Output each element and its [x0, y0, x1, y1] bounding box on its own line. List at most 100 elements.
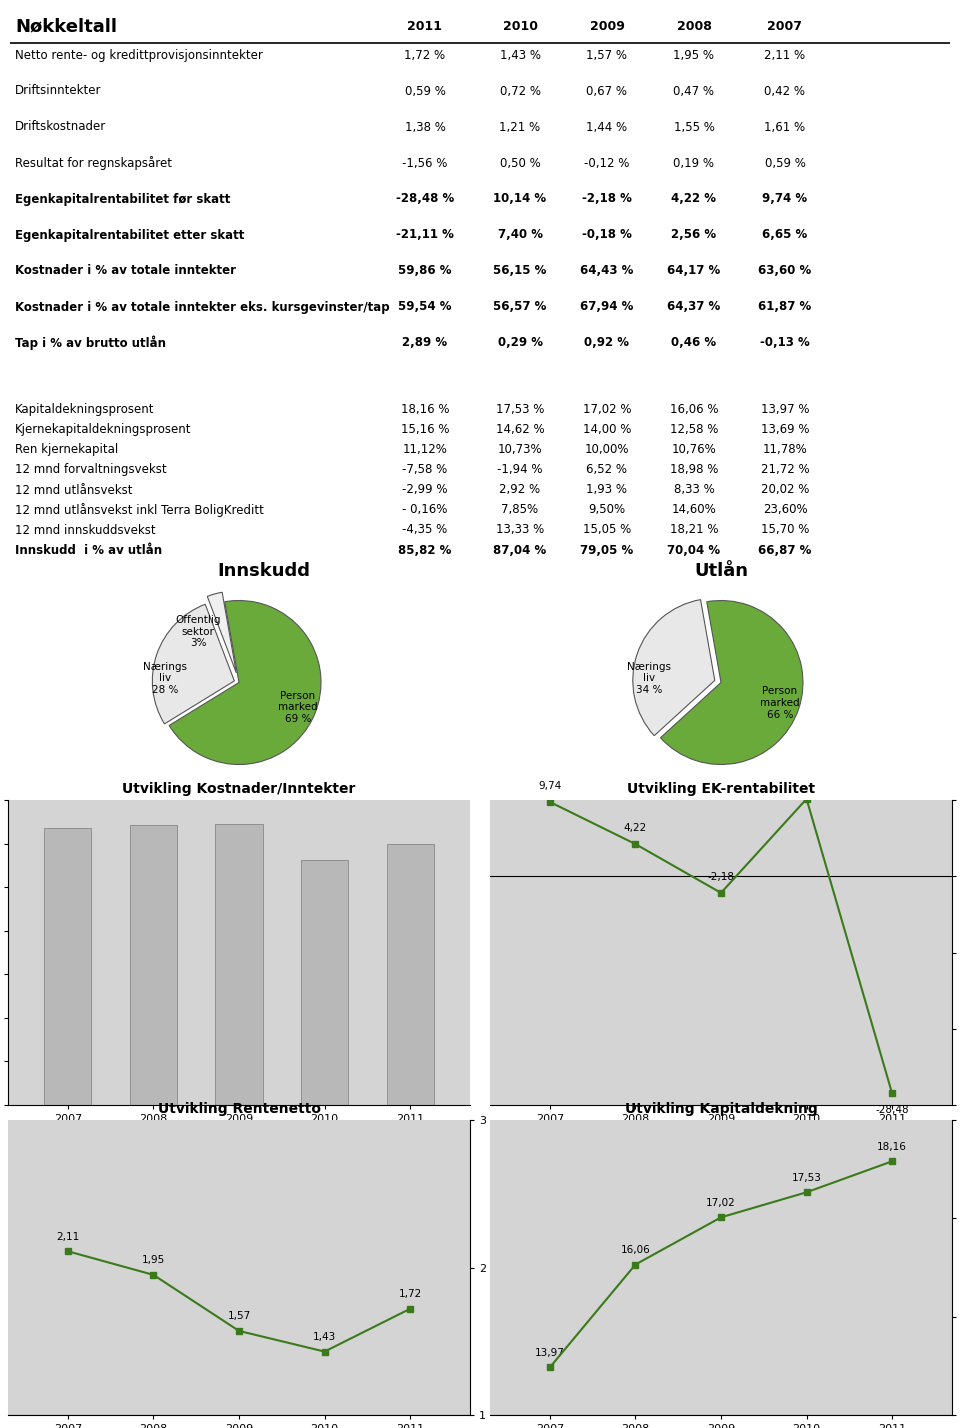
Title: Utvikling EK-rentabilitet: Utvikling EK-rentabilitet	[627, 783, 815, 795]
Text: 0,59 %: 0,59 %	[764, 157, 805, 170]
Text: Netto rente- og kredittprovisjonsinntekter: Netto rente- og kredittprovisjonsinntekt…	[15, 49, 263, 61]
Text: 1,44 %: 1,44 %	[587, 120, 628, 133]
Bar	[44, 828, 91, 1105]
Bar	[387, 844, 434, 1105]
Text: 1,55 %: 1,55 %	[674, 120, 714, 133]
Text: -2,99 %: -2,99 %	[402, 484, 447, 497]
Text: 2,11: 2,11	[57, 1231, 80, 1241]
Text: 12 mnd forvaltningsvekst: 12 mnd forvaltningsvekst	[15, 464, 167, 477]
Wedge shape	[207, 593, 236, 673]
Text: Driftsinntekter: Driftsinntekter	[15, 84, 102, 97]
Text: 11,12%: 11,12%	[402, 444, 447, 457]
Text: 21,72 %: 21,72 %	[760, 464, 809, 477]
Text: -28,48 %: -28,48 %	[396, 193, 454, 206]
Text: 17,53: 17,53	[792, 1172, 822, 1182]
Text: 10,00%: 10,00%	[585, 444, 629, 457]
Text: 87,04 %: 87,04 %	[493, 544, 546, 557]
Text: 0,29 %: 0,29 %	[497, 337, 542, 350]
Text: Offentlig
sektor
3%: Offentlig sektor 3%	[176, 615, 221, 648]
Text: 15,70 %: 15,70 %	[761, 524, 809, 537]
Text: Egenkapitalrentabilitet før skatt: Egenkapitalrentabilitet før skatt	[15, 193, 230, 206]
Text: 17,53 %: 17,53 %	[495, 404, 544, 417]
Title: Utvikling Kostnader/Inntekter: Utvikling Kostnader/Inntekter	[122, 783, 356, 795]
Text: -21,11 %: -21,11 %	[396, 228, 454, 241]
Text: 18,21 %: 18,21 %	[670, 524, 718, 537]
Text: -0,18 %: -0,18 %	[582, 228, 632, 241]
Text: 13,97: 13,97	[535, 1348, 564, 1358]
Text: Resultat for regnskapsåret: Resultat for regnskapsåret	[15, 156, 172, 170]
Text: 56,57 %: 56,57 %	[493, 300, 546, 314]
Text: Nøkkeltall: Nøkkeltall	[15, 17, 117, 36]
Text: 56,15 %: 56,15 %	[493, 264, 546, 277]
Text: 1,38 %: 1,38 %	[404, 120, 445, 133]
Text: 11,78%: 11,78%	[762, 444, 807, 457]
Text: -0,12 %: -0,12 %	[585, 157, 630, 170]
Text: 16,06: 16,06	[620, 1245, 650, 1255]
Text: 9,74: 9,74	[539, 781, 562, 791]
Text: 12 mnd utlånsvekst: 12 mnd utlånsvekst	[15, 484, 132, 497]
Text: 20,02 %: 20,02 %	[761, 484, 809, 497]
Text: Egenkapitalrentabilitet etter skatt: Egenkapitalrentabilitet etter skatt	[15, 228, 245, 241]
Text: 0,47 %: 0,47 %	[674, 84, 714, 97]
Wedge shape	[660, 601, 803, 764]
Text: 1,57 %: 1,57 %	[587, 49, 628, 61]
Text: -4,35 %: -4,35 %	[402, 524, 447, 537]
Text: 0,67 %: 0,67 %	[587, 84, 628, 97]
Bar	[301, 860, 348, 1105]
Text: 64,17 %: 64,17 %	[667, 264, 721, 277]
Text: 1,61 %: 1,61 %	[764, 120, 805, 133]
Text: 18,16: 18,16	[877, 1141, 907, 1151]
Text: 0,92 %: 0,92 %	[585, 337, 630, 350]
Text: 2,89 %: 2,89 %	[402, 337, 447, 350]
Text: 59,54 %: 59,54 %	[398, 300, 452, 314]
Text: 23,60%: 23,60%	[762, 504, 807, 517]
Text: 8,33 %: 8,33 %	[674, 484, 714, 497]
Text: 14,00 %: 14,00 %	[583, 424, 631, 437]
Title: Utvikling Rentenetto: Utvikling Rentenetto	[157, 1102, 321, 1117]
Text: Ren kjernekapital: Ren kjernekapital	[15, 444, 118, 457]
Text: 0,19 %: 0,19 %	[674, 157, 714, 170]
Legend: Kost/Innt%: Kost/Innt%	[189, 1127, 289, 1145]
Text: -1,56 %: -1,56 %	[402, 157, 447, 170]
Text: 1,43 %: 1,43 %	[499, 49, 540, 61]
Title: Utlån: Utlån	[694, 561, 748, 580]
Text: - 0,16%: - 0,16%	[402, 504, 447, 517]
Text: -2,18: -2,18	[708, 871, 734, 881]
Text: Innskudd  i % av utlån: Innskudd i % av utlån	[15, 544, 162, 557]
Text: Nærings
liv
34 %: Nærings liv 34 %	[627, 661, 671, 695]
Text: 2,11 %: 2,11 %	[764, 49, 805, 61]
Text: 2011: 2011	[407, 20, 443, 33]
Text: 10,76%: 10,76%	[672, 444, 716, 457]
Text: 2010: 2010	[502, 20, 538, 33]
Text: 4,22: 4,22	[624, 823, 647, 833]
Text: 2,92 %: 2,92 %	[499, 484, 540, 497]
Text: 66,87 %: 66,87 %	[758, 544, 812, 557]
Text: 0,42 %: 0,42 %	[764, 84, 805, 97]
Text: 7,85%: 7,85%	[501, 504, 539, 517]
Wedge shape	[633, 600, 715, 735]
Text: 12 mnd utlånsvekst inkl Terra BoligKreditt: 12 mnd utlånsvekst inkl Terra BoligKredi…	[15, 503, 264, 517]
Text: 0,46 %: 0,46 %	[671, 337, 716, 350]
Text: 64,43 %: 64,43 %	[580, 264, 634, 277]
Text: 14,60%: 14,60%	[672, 504, 716, 517]
Text: 79,05 %: 79,05 %	[581, 544, 634, 557]
Text: 15,16 %: 15,16 %	[400, 424, 449, 437]
Text: Kapitaldekningsprosent: Kapitaldekningsprosent	[15, 404, 155, 417]
Text: 13,33 %: 13,33 %	[496, 524, 544, 537]
Text: 13,97 %: 13,97 %	[760, 404, 809, 417]
Text: 14,62 %: 14,62 %	[495, 424, 544, 437]
Text: 0,72 %: 0,72 %	[499, 84, 540, 97]
Text: Driftskostnader: Driftskostnader	[15, 120, 107, 133]
Text: 1,93 %: 1,93 %	[587, 484, 628, 497]
Text: Kostnader i % av totale inntekter eks. kursgevinster/tap: Kostnader i % av totale inntekter eks. k…	[15, 300, 390, 314]
Text: 67,94 %: 67,94 %	[580, 300, 634, 314]
Text: 1,57: 1,57	[228, 1311, 251, 1321]
Text: 0,50 %: 0,50 %	[499, 157, 540, 170]
Text: 0,59 %: 0,59 %	[404, 84, 445, 97]
Text: 63,60 %: 63,60 %	[758, 264, 811, 277]
Text: 7,40 %: 7,40 %	[497, 228, 542, 241]
Text: 2009: 2009	[589, 20, 624, 33]
Text: Person
marked
69 %: Person marked 69 %	[278, 691, 318, 724]
Text: 13,69 %: 13,69 %	[760, 424, 809, 437]
Text: 1,72 %: 1,72 %	[404, 49, 445, 61]
